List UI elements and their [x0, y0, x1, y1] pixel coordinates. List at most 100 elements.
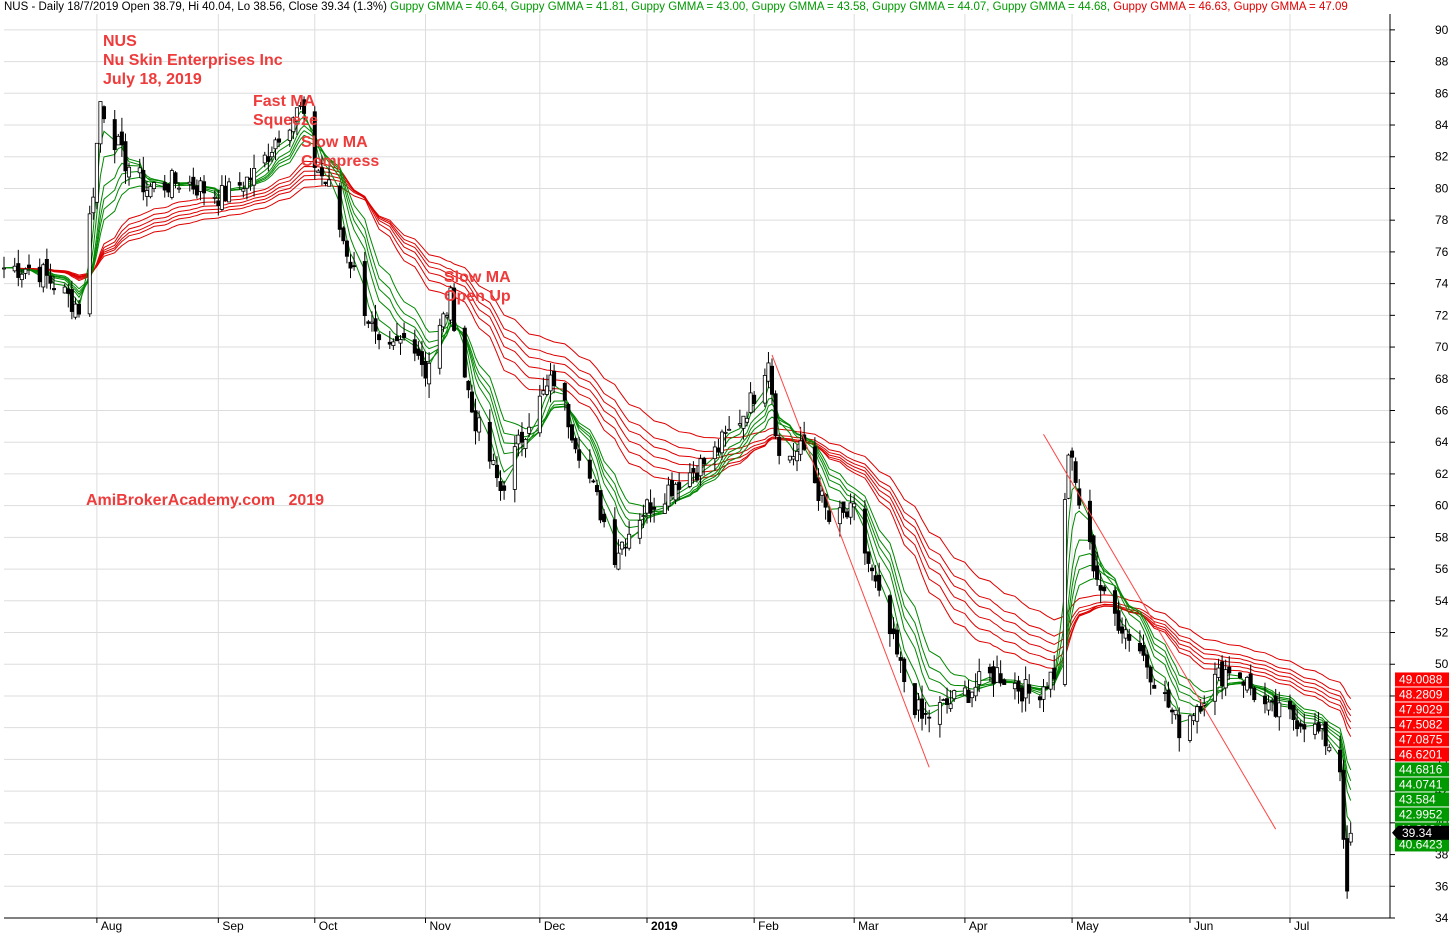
candle-body [820, 490, 825, 496]
x-tick-label: Jun [1194, 919, 1213, 933]
candle-body [498, 481, 503, 491]
candle-body [1345, 838, 1350, 892]
candle-body [662, 503, 667, 514]
candle-body [127, 166, 132, 178]
candle-body [1316, 722, 1321, 732]
candle-body [173, 172, 178, 184]
header-gmma-4: Guppy GMMA = 44.07, [868, 1, 990, 13]
candle-body [187, 181, 192, 185]
price-label-text: 49.0088 [1399, 672, 1443, 686]
candle-body [1287, 700, 1292, 710]
candle-body [641, 515, 646, 517]
y-tick-label: 80 [1435, 181, 1449, 195]
candle-body [148, 185, 153, 198]
candle-body [991, 666, 996, 684]
candle-body [523, 439, 528, 449]
price-label-text: 43.584 [1399, 792, 1436, 806]
candle-body [887, 595, 892, 635]
candle-body [462, 327, 467, 378]
candle-body [262, 154, 267, 164]
candle-body [923, 713, 928, 715]
candle-body [452, 287, 457, 331]
candle-body [502, 485, 507, 491]
candle-body [1145, 654, 1150, 668]
candle-body [1045, 686, 1050, 689]
candle-body [891, 628, 896, 635]
candle-body [227, 181, 232, 203]
candle-body [1002, 679, 1007, 685]
candle-body [473, 410, 478, 432]
candle-body [27, 264, 32, 268]
candle-body [1048, 671, 1053, 690]
y-tick-label: 62 [1435, 467, 1449, 481]
candle-body [537, 395, 542, 434]
annotation-date: July 18, 2019 [103, 71, 202, 88]
candle-body [94, 142, 99, 203]
candle-body [469, 391, 474, 413]
slow-gmma-50 [3, 178, 1352, 711]
candle-body [727, 428, 732, 431]
candle-body [294, 107, 299, 122]
candle-body [1152, 684, 1157, 689]
header-gmma-2: Guppy GMMA = 43.00, [627, 1, 749, 13]
candle-body [519, 431, 524, 443]
candle-body [687, 472, 692, 487]
y-tick-label: 84 [1435, 118, 1449, 132]
price-label-text: 47.9029 [1399, 702, 1443, 716]
annotation-fast-ma-line1: Fast MA [253, 93, 316, 110]
candle-body [616, 552, 621, 570]
candle-body [666, 484, 671, 507]
y-tick-label: 64 [1435, 435, 1449, 449]
candle-body [1187, 715, 1192, 741]
candle-body [427, 362, 432, 385]
x-tick-label: Nov [430, 919, 451, 933]
annotation-slow-open: Slow MA Open Up [444, 268, 511, 306]
price-label-text: 46.6201 [1399, 747, 1443, 761]
annotation-fast-ma-line2: Squeeze [253, 112, 318, 129]
price-label-box [1395, 762, 1449, 777]
candle-body [741, 415, 746, 429]
candle-body [973, 686, 978, 697]
candle-body [116, 135, 121, 146]
x-tick-label: May [1076, 919, 1099, 933]
candle-body [1216, 667, 1221, 678]
trendlines [771, 354, 1277, 830]
candle-body [716, 447, 721, 453]
candle-body [1327, 746, 1332, 752]
candle-body [1141, 644, 1146, 656]
x-tick-label: Dec [544, 919, 565, 933]
candle-body [1091, 535, 1096, 572]
price-label-box [1395, 807, 1449, 822]
candle-body [1177, 714, 1182, 739]
candle-body [812, 446, 817, 484]
candle-body [1223, 669, 1228, 689]
candle-body [677, 482, 682, 490]
candle-body [441, 313, 446, 328]
x-tick-label: Apr [969, 919, 988, 933]
candle-body [44, 258, 49, 276]
candle-body [598, 490, 603, 521]
fast-gmma-lines [3, 111, 1352, 847]
x-tick-label: Feb [758, 919, 779, 933]
candle-body [123, 141, 128, 172]
candle-body [698, 458, 703, 477]
grid-lines [4, 14, 1390, 919]
candle-body [191, 176, 196, 190]
candle-body [569, 424, 574, 441]
candle-body [19, 273, 24, 281]
candle-body [1070, 450, 1075, 458]
candle-body [1148, 666, 1153, 683]
candle-body [144, 190, 149, 197]
y-tick-label: 90 [1435, 23, 1449, 37]
candle-body [562, 382, 567, 401]
x-tick-label: 2019 [651, 919, 678, 933]
y-tick-label: 68 [1435, 372, 1449, 386]
candle-body [377, 334, 382, 341]
price-label-text: 40.6423 [1399, 837, 1443, 851]
candle-body [512, 446, 517, 490]
price-label-text: 39.34 [1402, 826, 1432, 840]
candle-body [1266, 701, 1271, 711]
candle-body [269, 152, 274, 158]
candle-body [998, 673, 1003, 684]
y-tick-label: 66 [1435, 403, 1449, 417]
